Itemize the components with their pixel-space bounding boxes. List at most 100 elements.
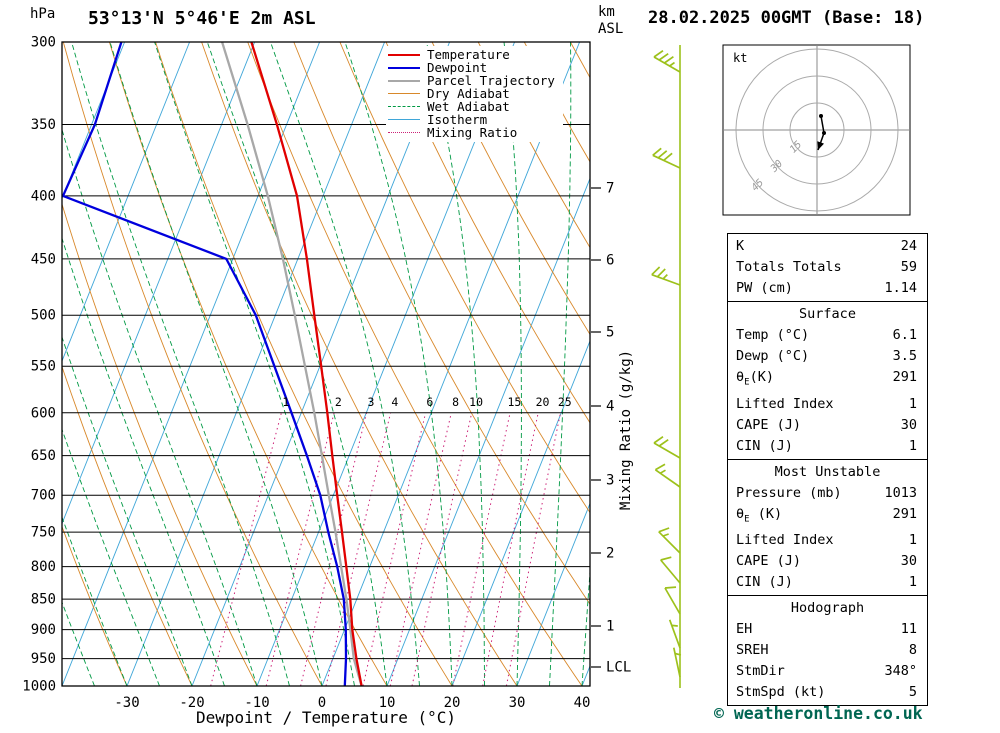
legend-item-label: Isotherm [427,112,488,127]
legend-item: Parcel Trajectory [388,74,555,87]
table-row: K 24 [728,236,927,257]
mixing-ratio-line [210,412,282,686]
table-row-value: 1013 [884,484,917,501]
pressure-tick-label: 700 [31,488,56,504]
table-row: StmDir 348° [728,661,927,682]
km-tick-label: 4 [606,399,614,415]
wet-adiabat-line [503,42,522,686]
hodograph-ring [762,75,872,185]
pressure-tick-label: 650 [31,448,56,464]
table-row: PW (cm) 1.14 [728,278,927,299]
wind-barb [668,619,681,649]
isotherm-line [62,42,321,686]
dry-adiabat-line [431,42,590,336]
pressure-tick-label: 950 [31,651,56,667]
legend-line-sample [388,53,420,56]
pressure-gridlines [62,41,590,687]
axis-tick-labels: 1 2 3 4 6 8 10 15 20 2530035040045050055060065070… [22,35,631,712]
table-row-label: Pressure (mb) [736,484,842,501]
legend-item: Dewpoint [388,61,555,74]
table-row-label: Temp (°C) [736,327,810,343]
hodograph-ring [789,102,845,158]
table-row: CIN (J) 1 [728,436,927,457]
isotherm-line [62,42,126,200]
wet-adiabat-line [62,236,225,686]
table-section-title: Most Unstable [774,463,881,480]
pressure-tick-label: 450 [31,251,56,267]
km-tick-label: 1 [606,619,614,635]
table-row-value: 59 [900,259,917,275]
wet-adiabat-line [344,42,453,686]
table-row-label: Lifted Index [736,532,834,549]
legend-item: Dry Adiabat [388,87,555,100]
stats-tables: K 24 Totals Totals 59 PW (cm) 1.14 Surface Temp… [727,233,928,707]
km-tick-label: 5 [606,325,614,341]
table-row-value: 24 [900,238,917,254]
table-row: Temp (°C) 6.1 [728,325,927,346]
mixing-ratio-value-label: 1 [282,395,289,409]
legend-line-sample [388,106,420,107]
hodograph-point [819,114,823,118]
mixing-ratio-line [389,412,452,686]
wet-adiabat-line [62,335,193,686]
dry-adiabat-line [62,42,323,686]
temperature-trace [250,42,363,686]
table-row: Pressure (mb) 1013 [728,483,927,504]
table-row-label: StmDir [736,663,785,680]
table-row-value: 1 [908,395,917,412]
legend-item: Temperature [388,48,555,61]
table-row-value: 291 [892,369,917,385]
station-title: 53°13'N 5°46'E 2m ASL [88,8,316,29]
pressure-tick-label: 850 [31,592,56,608]
wind-barb [664,586,681,615]
table-section-title: Surface [799,306,856,322]
mixing-ratio-line [452,412,511,686]
km-tick-label: LCL [606,660,631,676]
dry-adiabat-line [62,365,193,686]
stats-table: K 24 Totals Totals 59 PW (cm) 1.14 [727,233,928,302]
table-section-title: Hodograph [790,600,865,617]
table-row-value: 1.14 [884,280,917,296]
table-row-value: 1 [908,437,917,454]
legend-item: Isotherm [388,113,555,126]
parcel-trajectory-trace [221,42,363,686]
hodograph-table: Hodograph EH 11 SREH 8 StmDir 348° StmSpd (kt) 5 [727,595,928,707]
table-row: Lifted Index 1 [728,530,927,551]
table-row: Dewp (°C) 3.5 [728,346,927,367]
mixing-ratio-line [325,412,392,686]
pressure-unit-label: hPa [30,6,55,22]
table-row: θE (K) 291 [728,504,927,531]
table-row: Lifted Index 1 [728,394,927,415]
copyright-text: © weatheronline.co.uk [714,704,923,723]
most-unstable-table: Most Unstable Pressure (mb) 1013 θE (K) 291 L… [727,458,928,597]
pressure-tick-label: 400 [31,188,56,204]
wind-barb [653,50,681,73]
table-row: CAPE (J) 30 [728,415,927,436]
chart-border [61,41,591,687]
asl-unit-label: ASL [598,21,623,37]
table-row: StmSpd (kt) 5 [728,682,927,703]
mixing-ratio-lines [210,412,561,686]
wet-adiabat-line [62,516,128,686]
legend-line-sample [388,66,420,69]
pressure-tick-label: 300 [31,35,56,51]
wet-adiabat-line [62,428,160,686]
km-tick-label: 3 [606,473,614,489]
table-row-label: SREH [736,642,769,659]
mixing-ratio-value-label: 20 [536,395,550,409]
km-tick-label: 6 [606,253,614,269]
hodograph-ring [735,48,899,212]
table-row-label: CIN (J) [736,574,793,591]
mixing-ratio-value-label: 4 [391,395,398,409]
wind-barb [653,436,681,459]
mixing-ratio-value-label: 3 [368,395,375,409]
legend-item-label: Temperature [427,47,510,62]
table-row-value: 5 [908,684,917,701]
wet-adiabat-line [154,42,355,686]
temperature-tick-label: -10 [244,695,269,711]
isotherm-line [451,339,590,686]
table-row-label: CAPE (J) [736,553,802,570]
km-tick-label: 2 [606,546,614,562]
temperature-tick-label: -30 [114,695,139,711]
